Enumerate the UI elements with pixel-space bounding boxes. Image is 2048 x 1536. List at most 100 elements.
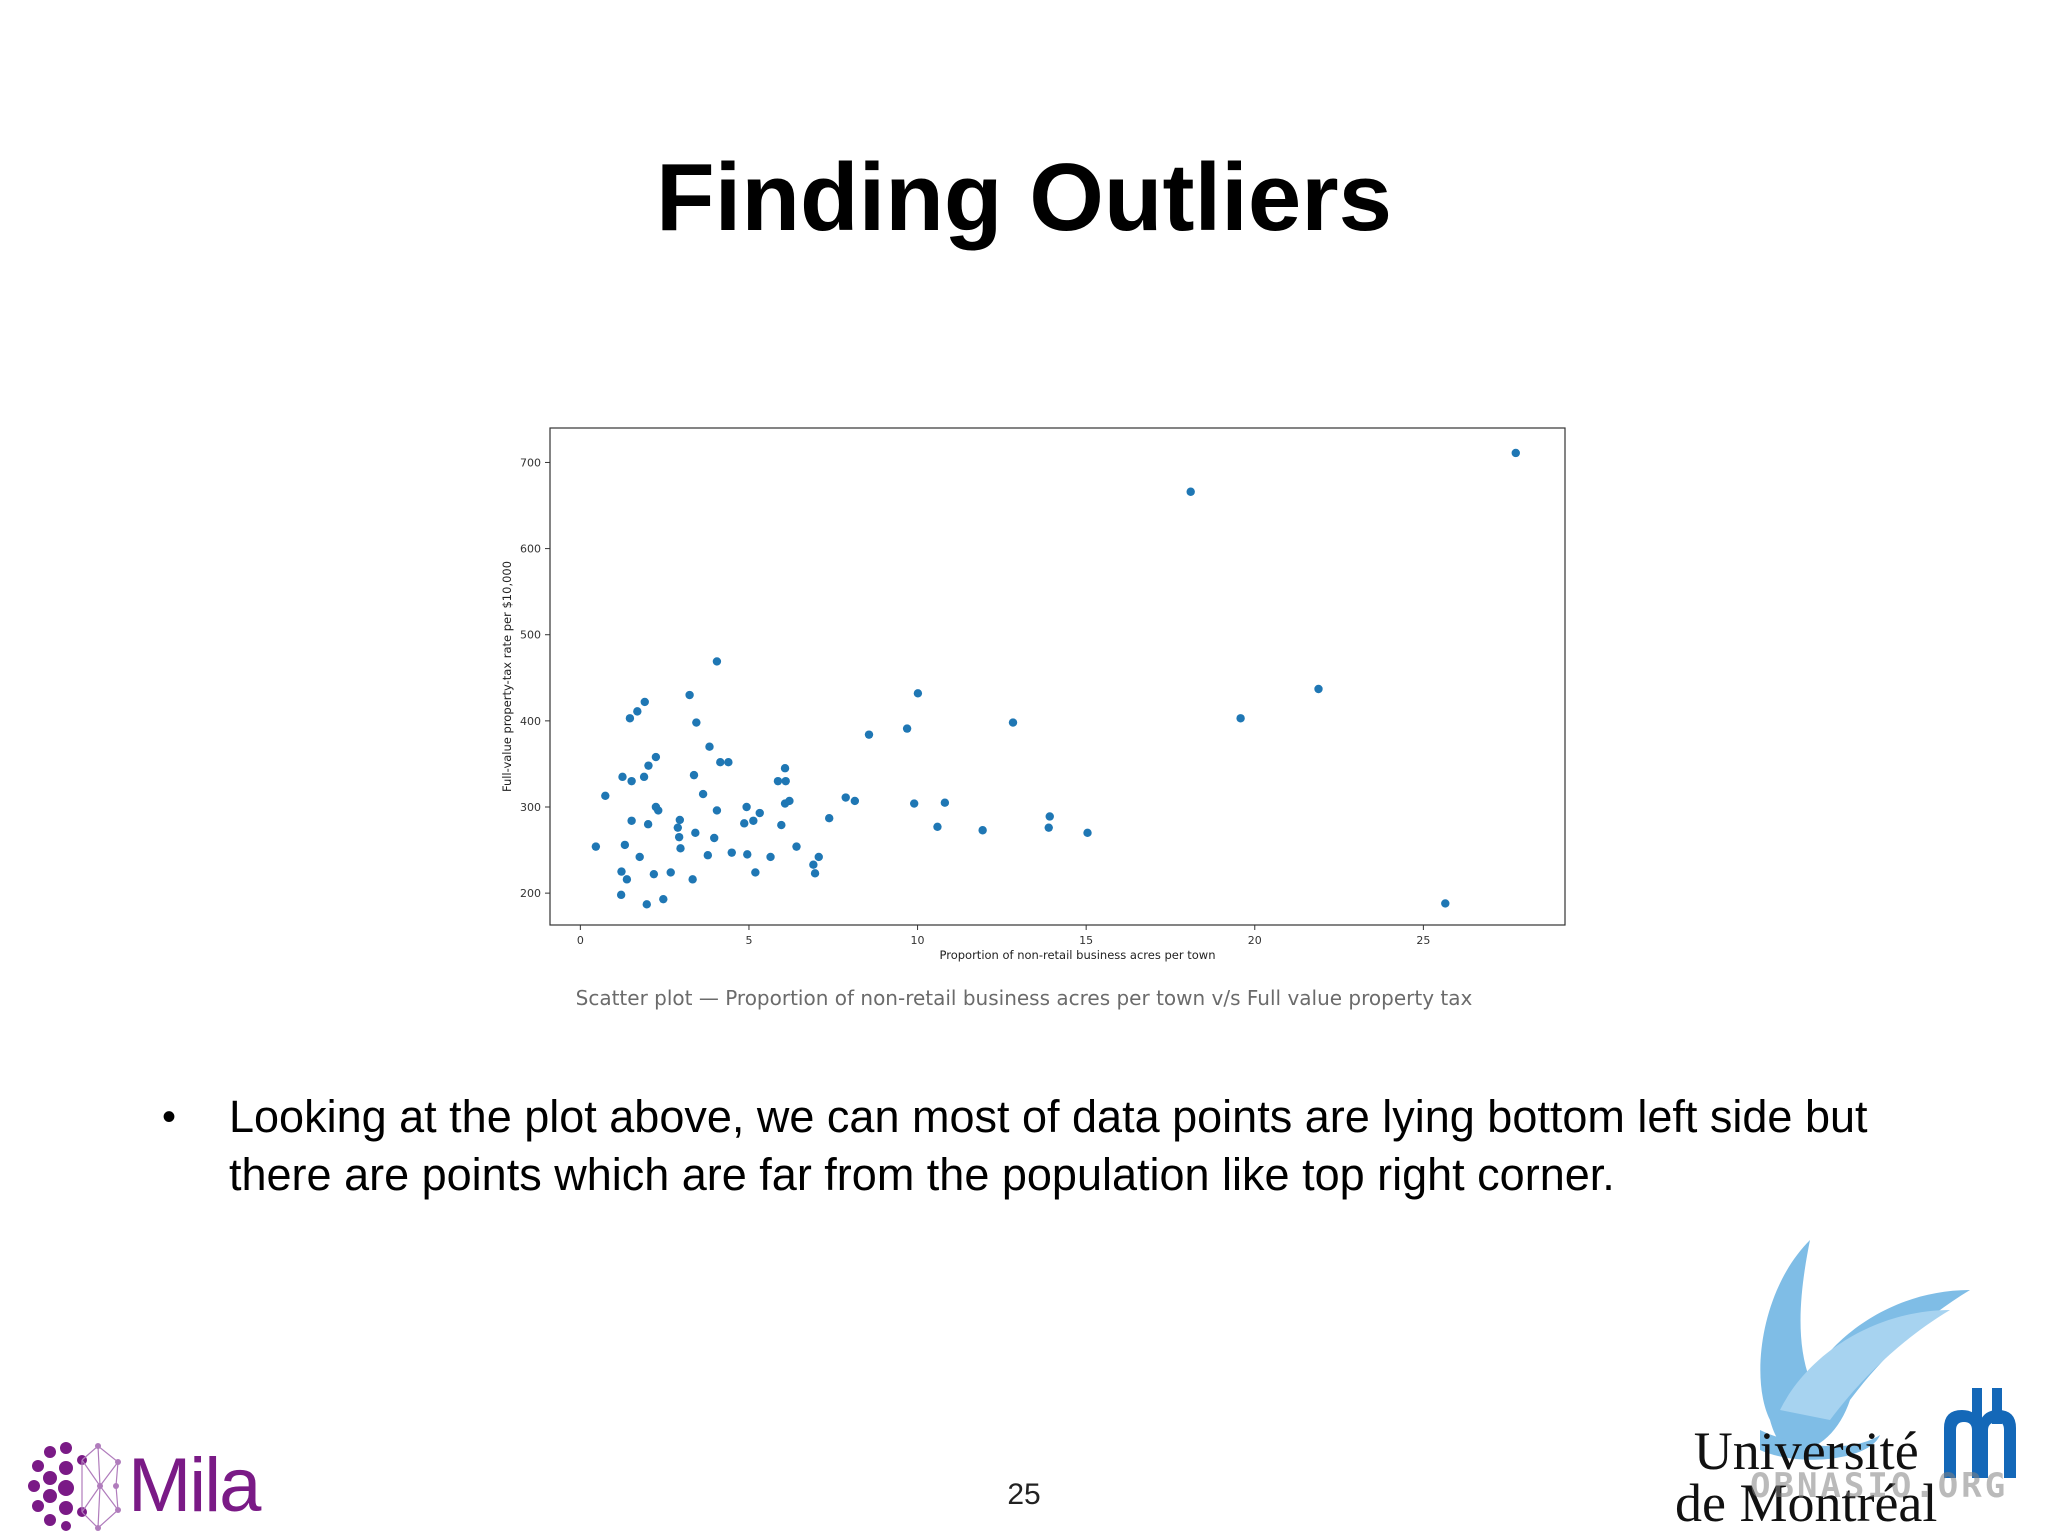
slide-title: Finding Outliers (656, 144, 1392, 251)
scatter-point (659, 894, 668, 904)
scatter-point (902, 724, 912, 733)
scatter-point (673, 823, 683, 832)
scatter-point (654, 806, 663, 815)
scatter-point (1314, 684, 1323, 694)
scatter-point (691, 828, 700, 838)
mila-logo-icon (28, 1442, 121, 1531)
scatter-point (685, 690, 694, 700)
y-tick-label: 200 (520, 887, 541, 900)
scatter-point (1441, 899, 1450, 908)
scatter-plot-svg: 0 5 10 15 20 25 200 300 400 500 600 700 Proportion… (500, 427, 1566, 962)
data-points (591, 448, 1520, 909)
y-tick-label: 500 (520, 629, 541, 642)
scatter-point (766, 852, 775, 862)
scatter-point (703, 851, 713, 860)
scatter-point (689, 770, 699, 780)
scatter-point (1008, 718, 1018, 727)
scatter-point (633, 707, 642, 716)
scatter-point (1045, 812, 1054, 821)
y-tick-label: 600 (520, 543, 541, 556)
scatter-point (724, 758, 733, 767)
scatter-point (712, 806, 722, 815)
scatter-point (864, 730, 874, 739)
scatter-point (591, 842, 601, 851)
scatter-point (773, 776, 783, 786)
scatter-point (780, 764, 790, 773)
bullet-item: • Looking at the plot above, we can most… (160, 1088, 1900, 1204)
scatter-point (618, 772, 627, 782)
scatter-point (617, 867, 626, 876)
page-number: 25 (1007, 1478, 1041, 1511)
y-tick-label: 300 (520, 801, 541, 814)
scatter-point (785, 796, 794, 806)
scatter-point (850, 796, 860, 806)
x-tick-label: 20 (1248, 934, 1262, 947)
scatter-point (674, 832, 684, 842)
x-axis-label: Proportion of non-retail business acres … (940, 948, 1216, 962)
scatter-point (627, 816, 636, 825)
scatter-point (978, 826, 987, 835)
scatter-point (692, 718, 701, 727)
scatter-point (635, 852, 644, 862)
scatter-point (644, 761, 653, 770)
scatter-point (810, 869, 820, 878)
udem-line-1: Université (1693, 1421, 1919, 1481)
scatter-point (620, 840, 630, 850)
scatter-point (749, 816, 758, 825)
scatter-point (688, 875, 697, 884)
scatter-point (616, 890, 626, 900)
scatter-point (716, 758, 725, 767)
scatter-point (705, 742, 714, 751)
y-tick-label: 700 (520, 456, 541, 469)
scatter-point (814, 852, 823, 862)
scatter-point (639, 772, 649, 782)
scatter-point (909, 799, 919, 808)
scatter-point (698, 789, 708, 799)
scatter-point (1083, 828, 1092, 838)
scatter-point (710, 833, 719, 843)
scatter-point (651, 752, 661, 762)
scatter-point (622, 875, 632, 884)
x-tick-label: 0 (577, 934, 584, 947)
bullet-text: Looking at the plot above, we can most o… (229, 1091, 1868, 1200)
scatter-point (755, 808, 764, 818)
scatter-point (825, 813, 834, 823)
scatter-point (675, 815, 685, 825)
x-tick-label: 10 (911, 934, 925, 947)
scatter-point (1044, 823, 1053, 832)
scatter-point (751, 868, 760, 877)
scatter-point (627, 776, 636, 786)
scatter-point (625, 714, 635, 723)
scatter-point (1236, 714, 1245, 723)
scatter-point (933, 822, 942, 832)
y-axis-ticks: 200 300 400 500 600 700 (520, 456, 550, 900)
udem-wordmark: Université de Montréal (1675, 1421, 1938, 1533)
scatter-point (666, 868, 675, 877)
scatter-point (792, 842, 801, 851)
x-tick-label: 25 (1416, 934, 1430, 947)
chart-caption: Scatter plot — Proportion of non-retail … (575, 986, 1473, 1010)
scatter-point (740, 819, 749, 828)
scatter-point (727, 848, 736, 857)
scatter-point (642, 900, 651, 909)
udem-line-2: de Montréal (1675, 1473, 1938, 1533)
scatter-point (676, 844, 685, 853)
y-tick-label: 400 (520, 715, 541, 728)
mila-logo-text: Mila (128, 1443, 261, 1528)
scatter-point (601, 791, 610, 800)
scatter-point (777, 820, 786, 830)
plot-area-frame (549, 427, 1566, 926)
scatter-point (809, 860, 818, 869)
x-tick-label: 15 (1079, 934, 1093, 947)
udem-monogram-icon (1944, 1388, 2016, 1478)
scatter-chart: 0 5 10 15 20 25 200 300 400 500 600 700 Proportion… (490, 418, 1580, 968)
scatter-point (1511, 448, 1520, 458)
y-axis-label: Full-value property-tax rate per $10,000 (500, 561, 514, 792)
scatter-point (743, 850, 752, 859)
scatter-point (712, 657, 722, 666)
udem-bird-logo-icon (1760, 1240, 1970, 1460)
x-tick-label: 5 (745, 934, 752, 947)
bullet-list: • Looking at the plot above, we can most… (160, 1088, 1900, 1204)
scatter-point (841, 793, 850, 802)
bullet-dot-icon: • (162, 1095, 177, 1139)
